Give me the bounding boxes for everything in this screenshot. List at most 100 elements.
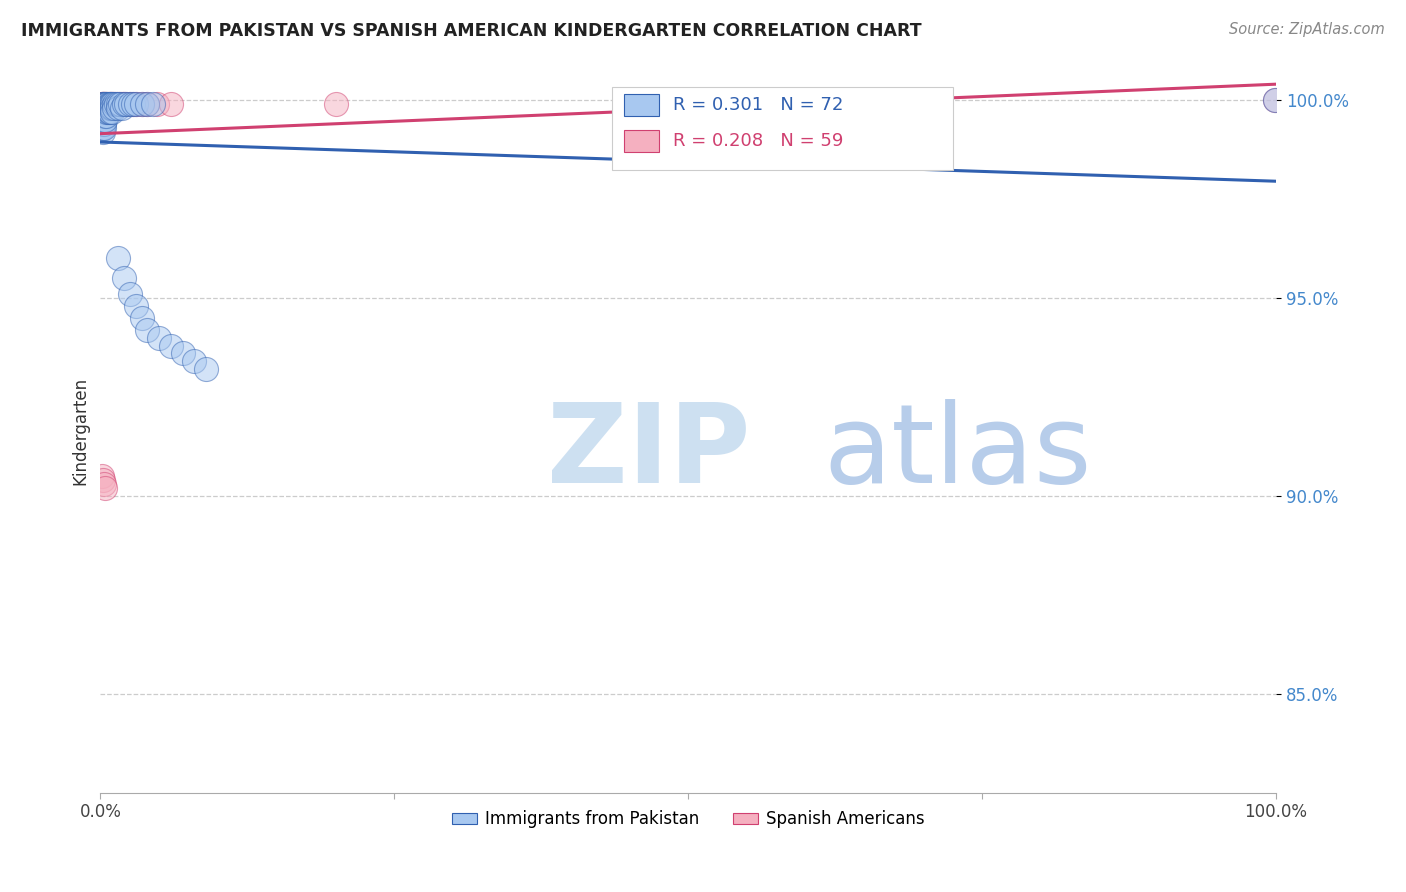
Point bbox=[124, 97, 146, 112]
Point bbox=[91, 101, 114, 115]
Point bbox=[172, 346, 194, 360]
Point bbox=[90, 120, 112, 135]
Point bbox=[101, 101, 124, 115]
Point bbox=[93, 97, 115, 112]
Point bbox=[148, 330, 170, 344]
Point bbox=[94, 97, 117, 112]
Point bbox=[111, 97, 134, 112]
Point bbox=[96, 101, 118, 115]
Point bbox=[96, 97, 118, 112]
Point bbox=[90, 117, 112, 131]
Point bbox=[98, 101, 121, 115]
Point bbox=[91, 101, 114, 115]
Point bbox=[97, 101, 120, 115]
Point bbox=[97, 97, 120, 112]
Point bbox=[195, 362, 218, 376]
Point bbox=[136, 323, 159, 337]
Point bbox=[90, 97, 112, 112]
Point bbox=[91, 117, 114, 131]
Point bbox=[1264, 93, 1286, 107]
Point bbox=[93, 105, 115, 120]
Point bbox=[91, 109, 114, 123]
Point bbox=[94, 105, 117, 120]
Point bbox=[100, 97, 122, 112]
Point bbox=[91, 109, 114, 123]
Point bbox=[90, 469, 112, 483]
Point bbox=[115, 97, 138, 112]
Point bbox=[93, 105, 115, 120]
Point bbox=[107, 252, 129, 266]
Point bbox=[90, 112, 112, 127]
Point bbox=[103, 101, 125, 115]
Point bbox=[183, 354, 205, 368]
Point bbox=[93, 101, 115, 115]
Point bbox=[96, 105, 118, 120]
Point bbox=[110, 97, 132, 112]
Point bbox=[93, 101, 115, 115]
Point bbox=[96, 97, 118, 112]
FancyBboxPatch shape bbox=[623, 94, 659, 116]
Point bbox=[112, 271, 135, 285]
Point bbox=[91, 97, 114, 112]
Point bbox=[142, 97, 165, 112]
Point bbox=[93, 105, 115, 120]
Point bbox=[91, 120, 114, 135]
Point bbox=[91, 101, 114, 115]
Point bbox=[107, 101, 129, 115]
Point bbox=[91, 97, 114, 112]
Point bbox=[97, 101, 120, 115]
Point bbox=[103, 97, 125, 112]
Point bbox=[100, 101, 122, 115]
Text: atlas: atlas bbox=[824, 399, 1092, 506]
Point bbox=[93, 117, 115, 131]
Point bbox=[91, 97, 114, 112]
Point bbox=[94, 109, 117, 123]
Point bbox=[90, 101, 112, 115]
Point bbox=[91, 125, 114, 139]
Point bbox=[104, 97, 127, 112]
Point bbox=[91, 473, 114, 487]
Point bbox=[131, 310, 153, 325]
Point bbox=[131, 97, 153, 112]
Y-axis label: Kindergarten: Kindergarten bbox=[72, 376, 89, 484]
Point bbox=[98, 97, 121, 112]
Point bbox=[93, 109, 115, 123]
Point bbox=[110, 97, 132, 112]
Point bbox=[90, 105, 112, 120]
Point bbox=[160, 338, 183, 352]
Point bbox=[96, 97, 118, 112]
Point bbox=[90, 105, 112, 120]
Point bbox=[96, 101, 118, 115]
Point bbox=[96, 105, 118, 120]
Point bbox=[101, 101, 124, 115]
Point bbox=[131, 97, 153, 112]
Text: Source: ZipAtlas.com: Source: ZipAtlas.com bbox=[1229, 22, 1385, 37]
Point bbox=[93, 101, 115, 115]
Point bbox=[93, 109, 115, 123]
Point bbox=[94, 481, 117, 495]
Point bbox=[115, 97, 138, 112]
Point bbox=[98, 101, 121, 115]
Point bbox=[103, 97, 125, 112]
Point bbox=[96, 109, 118, 123]
Point bbox=[118, 97, 141, 112]
Point bbox=[118, 97, 141, 112]
Point bbox=[94, 105, 117, 120]
Legend: Immigrants from Pakistan, Spanish Americans: Immigrants from Pakistan, Spanish Americ… bbox=[446, 804, 931, 835]
Point bbox=[107, 97, 129, 112]
Point bbox=[91, 105, 114, 120]
Point bbox=[104, 97, 127, 112]
Point bbox=[122, 97, 145, 112]
Point bbox=[122, 97, 145, 112]
Point bbox=[146, 97, 169, 112]
Point bbox=[97, 97, 120, 112]
FancyBboxPatch shape bbox=[623, 130, 659, 152]
Point bbox=[96, 105, 118, 120]
Point bbox=[96, 101, 118, 115]
Point bbox=[93, 97, 115, 112]
Point bbox=[94, 101, 117, 115]
Point bbox=[91, 112, 114, 127]
Point bbox=[124, 97, 146, 112]
Point bbox=[112, 97, 135, 112]
Point bbox=[94, 112, 117, 127]
